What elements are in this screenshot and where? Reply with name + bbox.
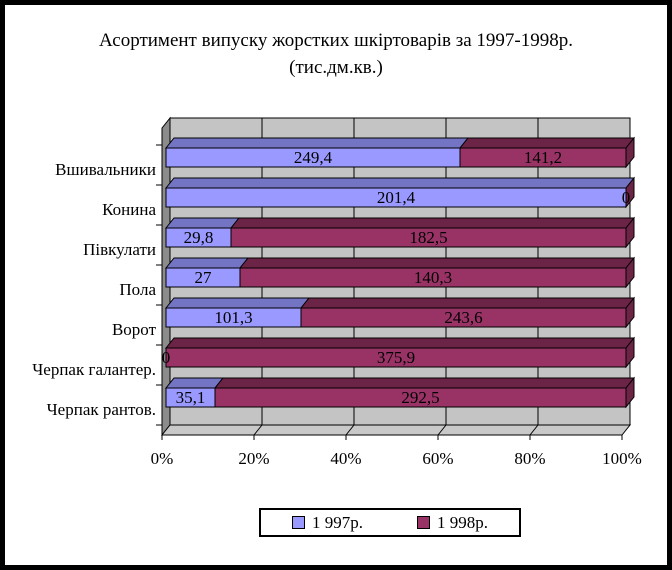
value-label-1997: 249,4 xyxy=(294,148,333,167)
bar-top-1998 xyxy=(229,217,636,229)
category-label: Конина xyxy=(102,200,156,219)
floor-gridline xyxy=(253,424,263,436)
x-tick-label: 40% xyxy=(330,449,361,468)
legend-label-1998: 1 998р. xyxy=(437,512,488,532)
category-label: Вшивальники xyxy=(55,160,156,179)
bar-value-labels: 249,4 141,2 201,4 0 29,8 182,5 27 140,3 101,3 243… xyxy=(162,148,631,407)
bar-top-1998 xyxy=(299,297,636,309)
value-label-1998: 141,2 xyxy=(524,148,562,167)
legend-swatch-1998-icon xyxy=(417,516,430,529)
floor xyxy=(160,424,632,436)
x-tick-label: 20% xyxy=(238,449,269,468)
value-label-1998: 182,5 xyxy=(409,228,447,247)
bar-top-1997 xyxy=(164,177,636,189)
bar-top-1997 xyxy=(164,377,225,389)
bar-segment-1998 xyxy=(214,387,627,408)
bar-segment-1997 xyxy=(165,187,627,208)
legend-label-1997: 1 997р. xyxy=(312,512,363,532)
bars xyxy=(164,136,636,409)
category-axis-labels: Вшивальники Конина Півкулати Пола Ворот Черпа… xyxy=(32,160,156,419)
value-label-1998: 140,3 xyxy=(414,268,452,287)
floor-gridline xyxy=(437,424,447,436)
chart-subtitle: (тис.дм.кв.) xyxy=(289,57,383,78)
value-label-1998: 0 xyxy=(622,188,631,207)
value-label-1997: 201,4 xyxy=(377,188,416,207)
bar-segment-1998 xyxy=(239,267,627,288)
category-label: Черпак рантов. xyxy=(47,400,156,419)
bar-top-1998 xyxy=(238,257,636,269)
value-axis-labels: 0% 20% 40% 60% 80% 100% xyxy=(151,449,642,468)
value-label-1998: 375,9 xyxy=(377,348,415,367)
x-tick-label: 80% xyxy=(514,449,545,468)
x-tick-label: 60% xyxy=(422,449,453,468)
value-label-1997: 0 xyxy=(162,348,171,367)
floor-gridline xyxy=(345,424,355,436)
legend: 1 997р. 1 998р. xyxy=(259,508,521,537)
value-label-1997: 101,3 xyxy=(214,308,252,327)
bar-segment-1998 xyxy=(459,147,627,168)
legend-swatch-1997-icon xyxy=(292,516,305,529)
x-tick-label: 0% xyxy=(151,449,174,468)
axis-ticks xyxy=(156,144,623,440)
chart-title: Асортимент випуску жорстких шкіртоварів … xyxy=(99,30,573,51)
x-tick-label: 100% xyxy=(602,449,642,468)
bar-top-1997 xyxy=(164,297,311,309)
value-label-1997: 27 xyxy=(195,268,213,287)
category-label: Ворот xyxy=(112,320,157,339)
category-label: Черпак галантер. xyxy=(32,360,156,379)
bar-top-1997 xyxy=(164,257,250,269)
value-label-1998: 243,6 xyxy=(444,308,482,327)
value-label-1997: 35,1 xyxy=(176,388,206,407)
category-label: Півкулати xyxy=(83,240,156,259)
floor-gridline xyxy=(529,424,539,436)
bar-top-1998 xyxy=(164,337,636,349)
legend-item-1997: 1 997р. xyxy=(292,513,363,533)
bar-top-1997 xyxy=(164,217,241,229)
bar-segment-1998 xyxy=(230,227,627,248)
bar-top-1998 xyxy=(213,377,636,389)
bar-segment-1998 xyxy=(165,347,627,368)
bar-top-1997 xyxy=(164,137,470,149)
plot-area: 249,4 141,2 201,4 0 29,8 182,5 27 140,3 101,3 243… xyxy=(32,116,642,468)
category-label: Пола xyxy=(119,280,156,299)
legend-item-1998: 1 998р. xyxy=(417,513,488,533)
value-label-1998: 292,5 xyxy=(401,388,439,407)
value-label-1997: 29,8 xyxy=(184,228,214,247)
bar-top-1998 xyxy=(458,137,636,149)
bar-segment-1998 xyxy=(300,307,627,328)
